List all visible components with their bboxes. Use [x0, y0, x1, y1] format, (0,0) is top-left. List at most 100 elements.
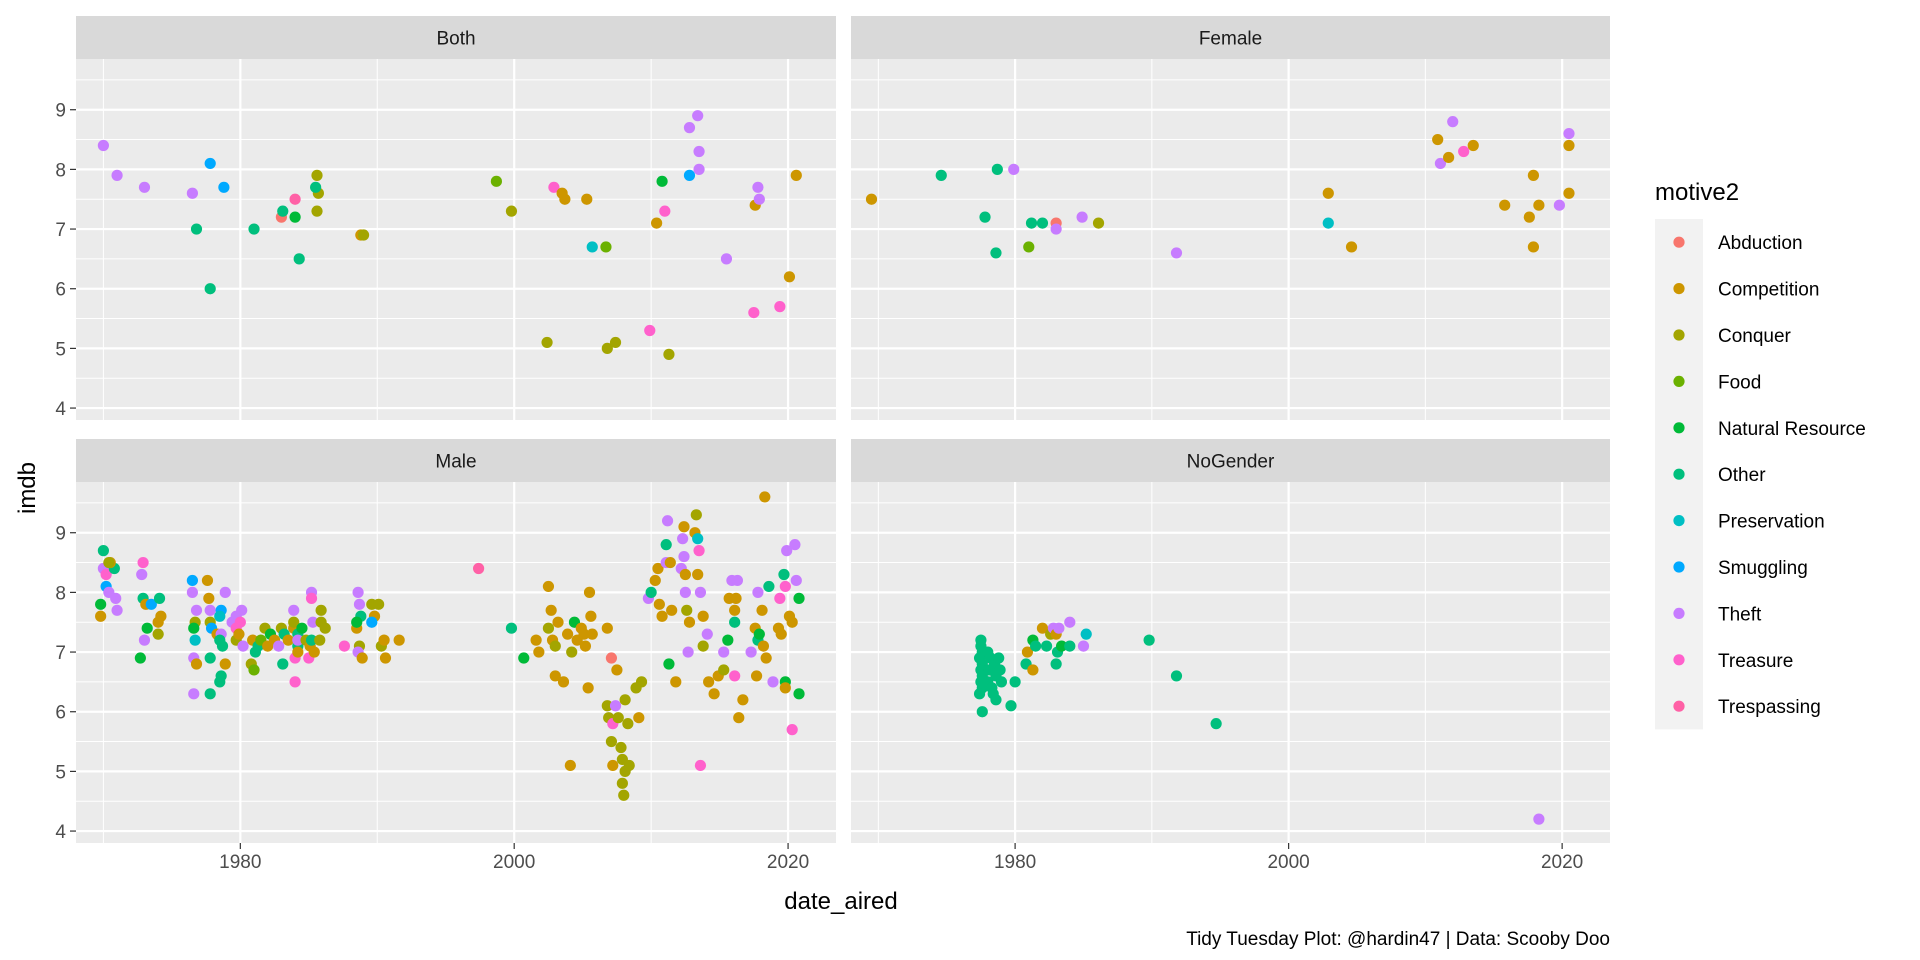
- data-point: [305, 634, 318, 646]
- data-point: [1434, 157, 1447, 170]
- data-point: [204, 688, 216, 700]
- data-point: [578, 628, 590, 640]
- data-point: [1553, 199, 1565, 211]
- data-point: [1143, 634, 1155, 646]
- data-point: [311, 205, 323, 217]
- data-point: [1025, 217, 1038, 229]
- data-point: [611, 664, 623, 676]
- panel-nogender: NoGender 1980 2000 2020: [851, 439, 1610, 873]
- x-tick-label: 1980: [219, 852, 261, 873]
- data-point: [681, 604, 693, 616]
- facet-strip-label: Both: [436, 29, 475, 50]
- data-point: [1499, 199, 1511, 211]
- data-point: [186, 586, 198, 598]
- data-point: [549, 670, 561, 682]
- data-point: [373, 598, 385, 610]
- data-point: [559, 193, 571, 205]
- data-point: [1322, 187, 1334, 199]
- data-point: [783, 271, 796, 283]
- data-point: [729, 670, 741, 682]
- x-tick-label: 2000: [493, 852, 535, 873]
- data-point: [778, 568, 790, 581]
- data-point: [100, 568, 112, 581]
- data-point: [472, 562, 485, 575]
- data-point: [633, 712, 645, 724]
- data-point: [188, 688, 200, 700]
- legend-label: Natural Resource: [1718, 419, 1866, 440]
- data-point: [315, 604, 327, 616]
- data-point: [605, 735, 618, 748]
- data-point: [233, 628, 245, 640]
- data-point: [609, 700, 622, 712]
- data-point: [153, 592, 166, 604]
- x-tick-label: 2000: [1267, 852, 1309, 873]
- data-point: [533, 646, 545, 658]
- data-point: [1036, 217, 1049, 229]
- data-point: [659, 205, 671, 217]
- data-point: [277, 205, 289, 217]
- x-tick-label: 1980: [994, 852, 1036, 873]
- data-point: [186, 187, 198, 199]
- legend-key: [1673, 468, 1685, 480]
- data-point: [557, 676, 570, 688]
- y-tick-label: 7: [55, 643, 66, 664]
- data-point: [351, 616, 363, 628]
- data-point: [545, 604, 557, 616]
- data-point: [505, 205, 518, 217]
- data-point: [219, 586, 231, 598]
- data-point: [645, 586, 657, 598]
- data-point: [730, 592, 742, 604]
- data-point: [95, 610, 107, 622]
- data-point: [729, 616, 741, 628]
- data-point: [1533, 199, 1545, 211]
- data-point: [203, 592, 215, 604]
- data-point: [190, 604, 203, 616]
- data-point: [663, 348, 675, 360]
- data-point: [1008, 163, 1020, 175]
- data-point: [152, 628, 164, 640]
- data-point: [353, 598, 366, 610]
- data-point: [683, 169, 696, 181]
- legend-title: motive2: [1655, 179, 1739, 206]
- data-point: [790, 169, 802, 181]
- data-point: [97, 545, 109, 557]
- data-point: [1563, 127, 1575, 140]
- data-point: [750, 670, 763, 682]
- data-point: [237, 640, 249, 652]
- data-point: [292, 634, 304, 646]
- data-point: [601, 700, 613, 712]
- data-point: [552, 616, 564, 628]
- data-point: [282, 634, 294, 646]
- legend-label: Food: [1718, 372, 1761, 393]
- data-point: [789, 539, 801, 551]
- panel-female: Female: [851, 16, 1610, 420]
- data-point: [190, 223, 203, 235]
- data-point: [216, 640, 229, 652]
- facet-strip: [76, 439, 836, 482]
- data-point: [111, 169, 123, 181]
- data-point: [311, 169, 323, 181]
- data-point: [774, 301, 786, 313]
- data-point: [752, 586, 764, 598]
- data-point: [1050, 223, 1062, 235]
- caption: Tidy Tuesday Plot: @hardin47 | Data: Sco…: [1186, 929, 1610, 950]
- data-point: [204, 604, 216, 616]
- data-point: [579, 640, 592, 652]
- data-point: [1443, 151, 1455, 164]
- panel-both: Both 4 5 6 7 8 9: [55, 16, 836, 420]
- data-point: [979, 211, 991, 223]
- data-point: [1064, 616, 1076, 628]
- data-point: [1563, 187, 1575, 199]
- data-point: [393, 634, 405, 646]
- data-point: [1447, 116, 1459, 128]
- data-point: [338, 640, 350, 652]
- y-tick-label: 8: [55, 160, 66, 181]
- data-point: [541, 336, 553, 349]
- data-point: [708, 688, 720, 700]
- data-point: [548, 181, 560, 193]
- data-point: [1432, 133, 1444, 146]
- legend-key: [1673, 654, 1685, 666]
- data-point: [660, 539, 672, 551]
- data-point: [110, 592, 122, 604]
- facet-strip: [76, 16, 836, 59]
